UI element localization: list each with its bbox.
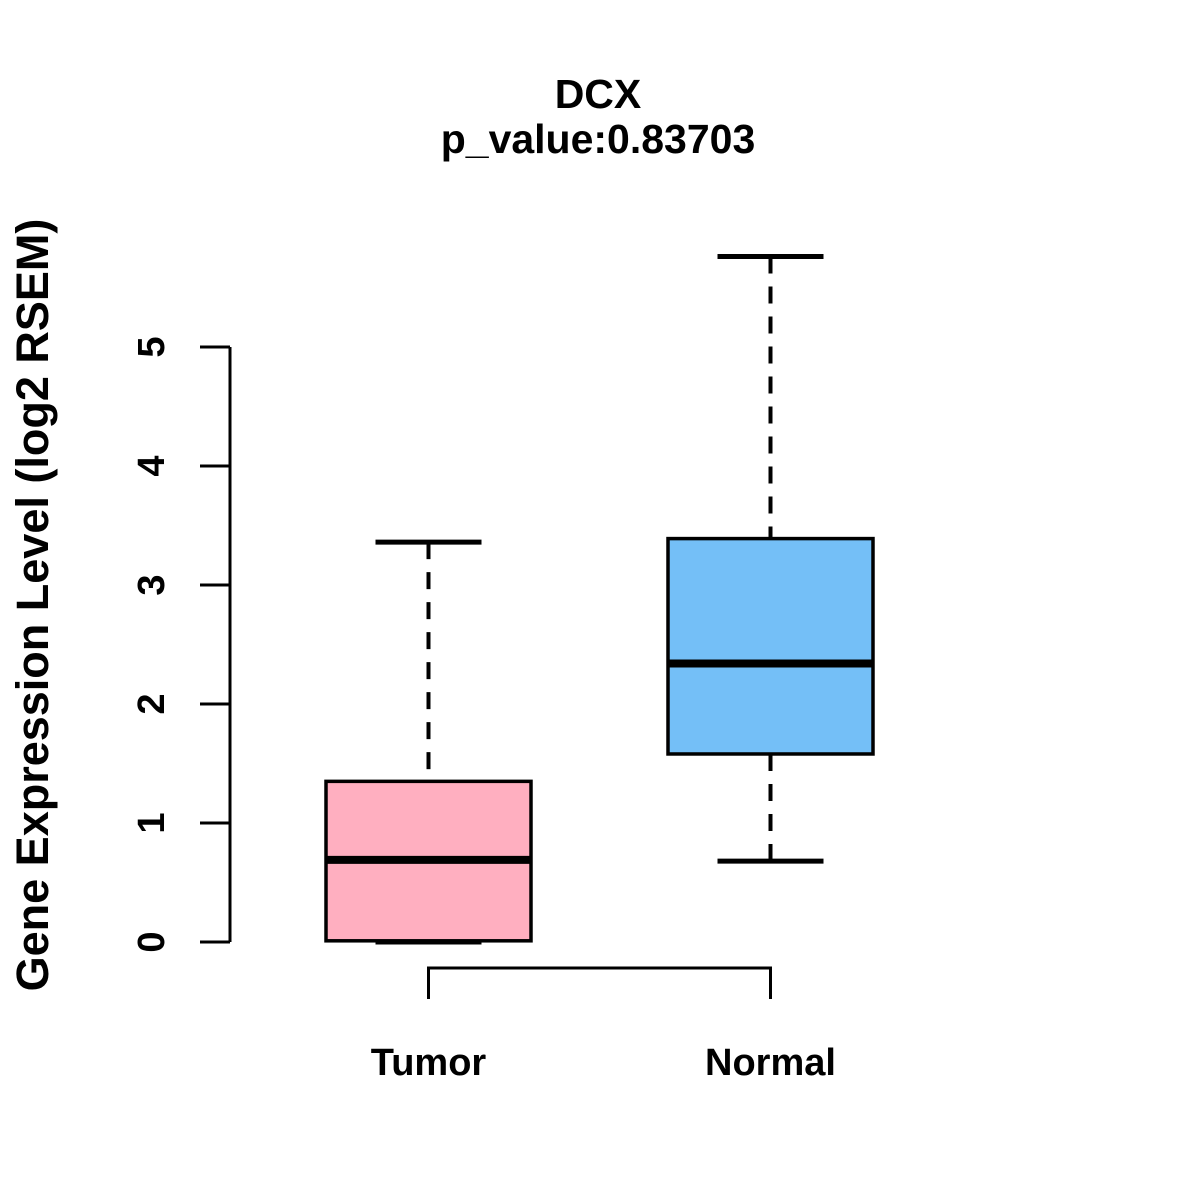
- iqr-box: [666, 536, 875, 756]
- y-tick-label: 1: [131, 812, 173, 833]
- boxplot-normal: [666, 254, 875, 864]
- x-category-label: Tumor: [371, 1042, 487, 1084]
- y-tick-label: 0: [131, 931, 173, 952]
- chart-subtitle: p_value:0.83703: [441, 116, 756, 162]
- y-tick-label: 2: [131, 693, 173, 714]
- chart-title: DCX: [555, 71, 642, 117]
- y-tick-label: 4: [131, 455, 173, 476]
- x-category-label: Normal: [705, 1042, 836, 1084]
- x-axis-bracket: [427, 966, 772, 999]
- y-tick-label: 5: [131, 336, 173, 357]
- y-axis-label: Gene Expression Level (log2 RSEM): [7, 219, 58, 992]
- boxplot-tumor: [324, 539, 533, 945]
- y-tick-label: 3: [131, 574, 173, 595]
